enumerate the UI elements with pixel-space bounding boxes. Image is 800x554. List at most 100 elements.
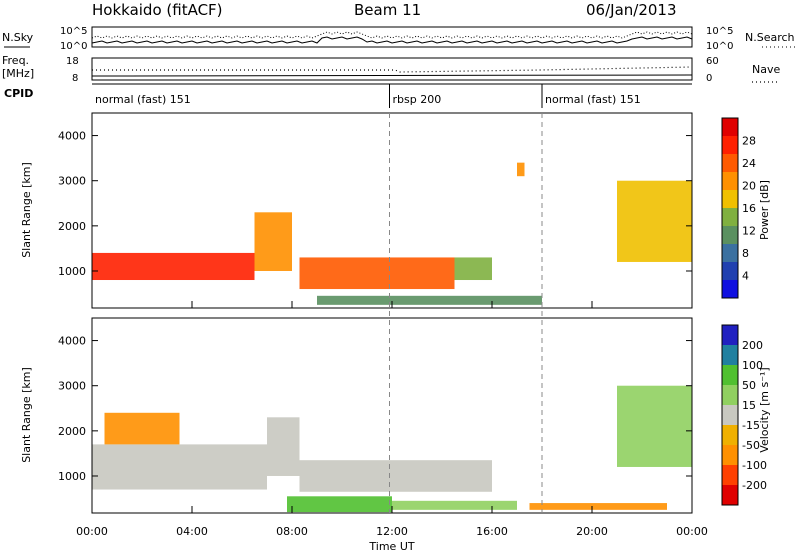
mode-change-lines [389,113,543,513]
noise-trace [91,31,693,44]
freq-tick-bottom: 8 [72,73,78,84]
power-colorbar-tick-label: 4 [742,270,749,283]
velocity-colorbar-swatch [722,465,738,486]
echo-region [317,295,542,305]
velocity-colorbar-frame [721,324,739,506]
power-colorbar-swatch [722,190,738,209]
echo-region [92,252,255,281]
ns-right-tick-top: 10^5 [706,26,733,37]
power-colorbar-tick-label: 12 [742,225,756,238]
nsearch-label: N.Search [745,31,795,44]
velocity-yticks: 1000 2000 3000 4000 [58,335,692,483]
noise-strip: N.Sky 10^5 10^0 10^5 10^0 N.Search [2,26,796,52]
velocity-ylabel: Slant Range [km] [20,367,33,463]
velocity-colorbar-tick-label: -50 [742,439,760,452]
freq-unit-label: [MHz] [2,67,34,80]
power-ylabel: Slant Range [km] [20,162,33,258]
velocity-colorbar-tick-label: -15 [742,419,760,432]
echo-region [267,417,300,476]
x-tick-label: 00:00 [676,525,708,538]
y-tick-label: 2000 [58,425,86,438]
noise-strip-frame [91,26,693,48]
power-colorbar-tick-label: 16 [742,202,756,215]
power-colorbar-tick-label: 20 [742,180,756,193]
freq-tick-top: 18 [66,56,79,67]
echo-region [299,257,455,290]
power-colorbar-label: Power [dB] [758,180,771,240]
power-colorbar-tick-label: 24 [742,157,756,170]
velocity-colorbar-swatch [722,365,738,386]
freq-label: Freq. [2,54,29,67]
x-tick-label: 20:00 [576,525,608,538]
freq-strip-frame [91,57,693,81]
velocity-colorbar-tick-label: 200 [742,339,763,352]
x-tick-label: 12:00 [376,525,408,538]
echo-region [254,212,292,271]
echo-region [92,444,267,490]
nsky-trace [91,36,693,44]
y-tick-label: 3000 [58,380,86,393]
velocity-colorbar-tick-label: -100 [742,459,767,472]
power-colorbar-swatch [722,118,738,137]
nave-tick-bottom: 0 [706,73,712,84]
y-tick-label: 2000 [58,220,86,233]
power-yticks: 1000 2000 3000 4000 [58,130,692,278]
velocity-colorbar-tick-label: -200 [742,479,767,492]
velocity-echoes [92,385,692,513]
y-tick-label: 3000 [58,175,86,188]
velocity-colorbar-tick-label: 100 [742,359,763,372]
power-colorbar-swatch [722,136,738,155]
power-panel: 1000 2000 3000 4000 Slant Range [km] [20,112,693,309]
velocity-colorbar-swatch [722,325,738,346]
power-colorbar-tick-label: 28 [742,135,756,148]
y-tick-label: 1000 [58,265,86,278]
power-colorbar-tick-label: 8 [742,247,749,260]
velocity-colorbar-label: Velocity [m s⁻¹] [758,367,771,452]
power-colorbar: 28 24 20 16 12 8 4 [721,117,756,299]
cpid-segments: normal (fast) 151 rbsp 200 normal (fast) 1… [95,84,641,108]
power-colorbar-swatch [722,280,738,299]
x-axis-ticks: 00:00 04:00 08:00 12:00 16:00 20:00 00:00 [76,301,708,538]
y-tick-label: 1000 [58,470,86,483]
echo-region [392,500,517,510]
ns-tick-bottom: 10^0 [60,41,87,52]
nsky-label: N.Sky [2,31,34,44]
nave-label: Nave [752,63,780,76]
echo-region [454,257,492,281]
date-title: 06/Jan/2013 [586,1,677,19]
ns-tick-top: 10^5 [60,26,87,37]
power-colorbar-swatch [722,244,738,263]
power-echoes [92,162,692,305]
echo-region [529,503,667,510]
echo-region [617,180,692,262]
station-title: Hokkaido (fitACF) [92,1,223,19]
echo-region [104,412,180,445]
cpid-segment-label: rbsp 200 [393,93,442,106]
velocity-colorbar-tick-label: 50 [742,379,756,392]
echo-region [299,460,492,492]
ns-right-tick-bottom: 10^0 [706,41,733,52]
nsearch-trace [91,31,693,39]
velocity-colorbar-swatch [722,425,738,446]
power-colorbar-swatch [722,262,738,281]
y-tick-label: 4000 [58,335,86,348]
nave-trace [92,66,693,73]
cpid-label: CPID [4,87,33,100]
cpid-segment-label: normal (fast) 151 [95,93,191,106]
x-axis-label: Time UT [368,540,414,553]
velocity-colorbar-swatch [722,405,738,426]
velocity-colorbar: 200 100 50 15 -15 -50 -100 -200 [721,324,767,506]
x-tick-label: 04:00 [176,525,208,538]
beam-title: Beam 11 [354,1,421,19]
x-tick-label: 00:00 [76,525,108,538]
velocity-colorbar-swatch [722,345,738,366]
velocity-colorbar-swatch [722,445,738,466]
cpid-segment-label: normal (fast) 151 [545,93,641,106]
power-colorbar-swatch [722,226,738,245]
x-tick-label: 08:00 [276,525,308,538]
velocity-colorbar-tick-label: 15 [742,399,756,412]
velocity-colorbar-swatch [722,385,738,406]
echo-region [517,162,525,177]
nave-tick-top: 60 [706,56,719,67]
